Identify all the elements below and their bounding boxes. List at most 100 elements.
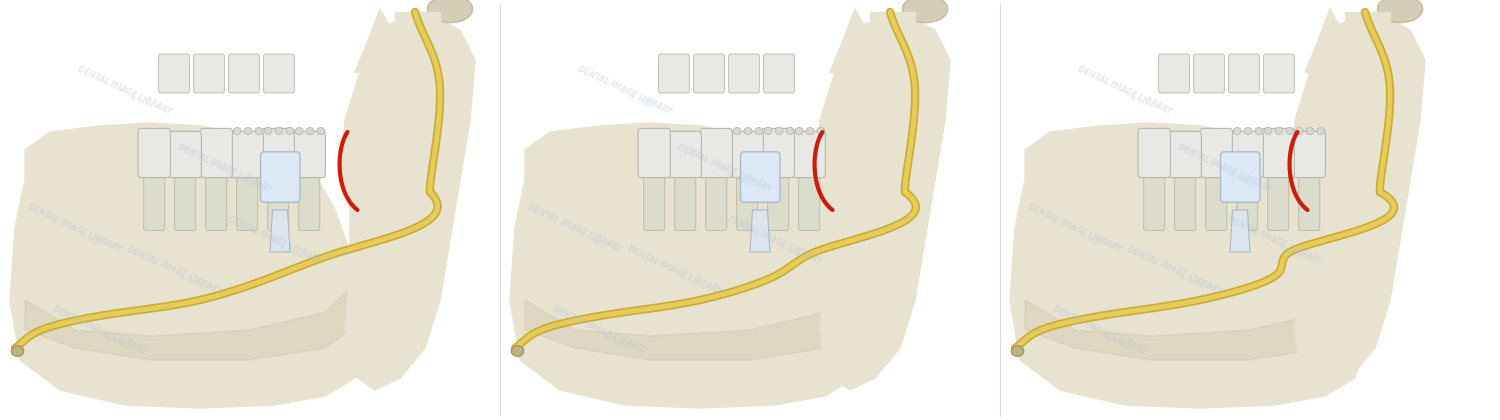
FancyBboxPatch shape [1168, 131, 1202, 178]
FancyBboxPatch shape [1200, 129, 1233, 178]
Ellipse shape [1286, 127, 1294, 134]
Text: by Odam: by Odam [1227, 172, 1252, 188]
FancyBboxPatch shape [741, 152, 780, 202]
Ellipse shape [1377, 0, 1422, 23]
FancyBboxPatch shape [200, 129, 232, 178]
FancyBboxPatch shape [1138, 129, 1170, 178]
FancyBboxPatch shape [170, 131, 201, 178]
FancyBboxPatch shape [159, 54, 189, 93]
Text: by Odam: by Odam [78, 232, 102, 248]
Text: by Odam: by Odam [102, 334, 128, 349]
Text: DENTAL IMAGE LIBRARY: DENTAL IMAGE LIBRARY [726, 214, 824, 266]
FancyBboxPatch shape [261, 152, 300, 202]
Text: by Odam: by Odam [728, 172, 753, 188]
Ellipse shape [232, 128, 242, 135]
Text: by Odam: by Odam [678, 274, 702, 290]
Polygon shape [1290, 12, 1425, 390]
Polygon shape [1305, 9, 1350, 78]
Text: DENTAL IMAGE LIBRARY: DENTAL IMAGE LIBRARY [51, 304, 148, 356]
FancyBboxPatch shape [174, 168, 195, 231]
Ellipse shape [1244, 128, 1252, 135]
FancyBboxPatch shape [1293, 131, 1326, 178]
FancyBboxPatch shape [675, 168, 696, 231]
Text: by Odam: by Odam [627, 94, 652, 110]
Text: DENTAL IMAGE LIBRARY: DENTAL IMAGE LIBRARY [1052, 304, 1149, 356]
Ellipse shape [1294, 128, 1304, 135]
Text: by Odam: by Odam [1178, 274, 1203, 290]
FancyBboxPatch shape [669, 131, 702, 178]
Text: DENTAL IMAGE LIBRARY: DENTAL IMAGE LIBRARY [552, 304, 648, 356]
FancyBboxPatch shape [693, 54, 724, 93]
Polygon shape [830, 9, 874, 78]
Ellipse shape [734, 128, 741, 135]
FancyBboxPatch shape [1228, 54, 1260, 93]
Polygon shape [750, 210, 770, 252]
Text: by Odam: by Odam [1278, 244, 1302, 260]
Ellipse shape [1233, 128, 1240, 135]
Text: DENTAL IMAGE LIBRARY: DENTAL IMAGE LIBRARY [177, 142, 273, 194]
Ellipse shape [1264, 127, 1272, 134]
Text: by Odam: by Odam [1077, 232, 1102, 248]
FancyBboxPatch shape [768, 168, 789, 231]
Text: DENTAL IMAGE LIBRARY: DENTAL IMAGE LIBRARY [126, 244, 224, 296]
FancyBboxPatch shape [1174, 168, 1196, 231]
Text: DENTAL IMAGE LIBRARY: DENTAL IMAGE LIBRARY [676, 142, 774, 194]
FancyBboxPatch shape [298, 168, 320, 231]
Text: by Odam: by Odam [1102, 334, 1128, 349]
Text: DENTAL IMAGE LIBRARY: DENTAL IMAGE LIBRARY [1026, 202, 1124, 254]
FancyBboxPatch shape [1262, 129, 1294, 178]
Text: by Odam: by Odam [578, 232, 603, 248]
Ellipse shape [786, 127, 794, 134]
Ellipse shape [427, 0, 472, 23]
Text: DENTAL IMAGE LIBRARY: DENTAL IMAGE LIBRARY [1227, 214, 1323, 266]
Ellipse shape [244, 128, 252, 135]
Ellipse shape [12, 346, 24, 357]
Text: by Odam: by Odam [177, 274, 203, 290]
Polygon shape [510, 123, 866, 408]
Text: DENTAL IMAGE LIBRARY: DENTAL IMAGE LIBRARY [226, 214, 324, 266]
FancyBboxPatch shape [1236, 168, 1257, 231]
Polygon shape [26, 288, 350, 360]
Ellipse shape [512, 346, 524, 357]
Ellipse shape [776, 127, 783, 134]
FancyBboxPatch shape [1158, 54, 1190, 93]
Text: by Odam: by Odam [777, 244, 802, 260]
FancyBboxPatch shape [1263, 54, 1294, 93]
Ellipse shape [1011, 346, 1023, 357]
Text: DENTAL IMAGE LIBRARY: DENTAL IMAGE LIBRARY [1077, 64, 1173, 116]
Ellipse shape [1317, 128, 1324, 135]
Ellipse shape [255, 128, 262, 135]
Text: DENTAL IMAGE LIBRARY: DENTAL IMAGE LIBRARY [526, 202, 624, 254]
Ellipse shape [274, 127, 284, 134]
Polygon shape [1010, 123, 1365, 408]
FancyBboxPatch shape [206, 168, 226, 231]
FancyBboxPatch shape [729, 54, 759, 93]
Ellipse shape [296, 128, 303, 135]
FancyBboxPatch shape [264, 54, 294, 93]
Text: by Odam: by Odam [278, 244, 303, 260]
FancyBboxPatch shape [644, 168, 664, 231]
FancyBboxPatch shape [144, 168, 165, 231]
Polygon shape [525, 288, 850, 360]
FancyBboxPatch shape [262, 129, 294, 178]
FancyBboxPatch shape [736, 168, 758, 231]
FancyBboxPatch shape [231, 131, 264, 178]
Ellipse shape [764, 127, 772, 134]
FancyBboxPatch shape [237, 168, 258, 231]
FancyBboxPatch shape [700, 129, 732, 178]
FancyBboxPatch shape [267, 168, 288, 231]
FancyBboxPatch shape [194, 54, 225, 93]
Text: by Odam: by Odam [603, 334, 627, 349]
FancyBboxPatch shape [762, 129, 795, 178]
FancyBboxPatch shape [1268, 168, 1288, 231]
Polygon shape [10, 123, 364, 408]
Text: by Odam: by Odam [1128, 94, 1152, 110]
FancyBboxPatch shape [1232, 131, 1263, 178]
Text: DENTAL IMAGE LIBRARY: DENTAL IMAGE LIBRARY [1176, 142, 1274, 194]
FancyBboxPatch shape [1221, 152, 1260, 202]
FancyBboxPatch shape [1299, 168, 1320, 231]
Text: DENTAL IMAGE LIBRARY: DENTAL IMAGE LIBRARY [76, 64, 174, 116]
Ellipse shape [818, 128, 825, 135]
Text: by Odam: by Odam [228, 172, 252, 188]
Text: DENTAL IMAGE LIBRARY: DENTAL IMAGE LIBRARY [627, 244, 723, 296]
